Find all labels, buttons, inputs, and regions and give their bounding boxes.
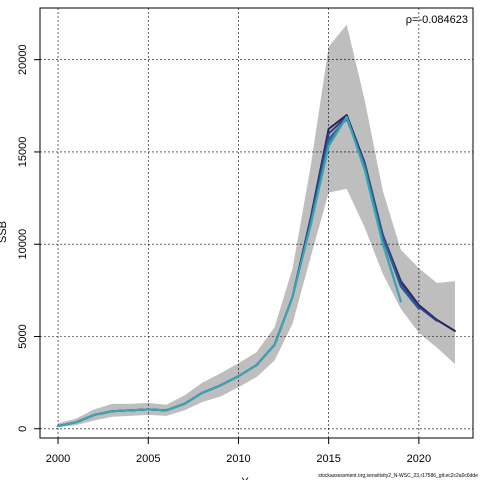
y-axis: 0 5000 10000 15000 20000 (17, 44, 40, 432)
series-line-5 (57, 115, 402, 428)
x-axis: 2000 2005 2010 2015 2020 (46, 438, 431, 465)
series-layer (57, 114, 456, 428)
x-tick-label: 2010 (226, 453, 250, 465)
x-tick-label: 2005 (136, 453, 160, 465)
x-tick-label: 2000 (46, 453, 70, 465)
x-tick-label: 2020 (407, 453, 431, 465)
y-tick-label: 15000 (17, 137, 29, 168)
x-axis-title: Y (241, 476, 249, 480)
grid-layer (40, 8, 473, 438)
confidence-band-layer (58, 24, 455, 428)
rho-annotation: ρ=-0.084623 (406, 14, 468, 26)
y-tick-label: 10000 (17, 229, 29, 260)
y-axis-title: SSB (0, 221, 9, 243)
y-tick-label: 5000 (17, 324, 29, 348)
confidence-band (58, 24, 455, 428)
y-tick-label: 0 (17, 426, 29, 432)
y-tick-label: 20000 (17, 44, 29, 75)
x-tick-label: 2015 (316, 453, 340, 465)
plot-frame (39, 7, 474, 439)
footer-source: stockassessment.org,sensitivity2_N-WSC_2… (318, 473, 478, 479)
